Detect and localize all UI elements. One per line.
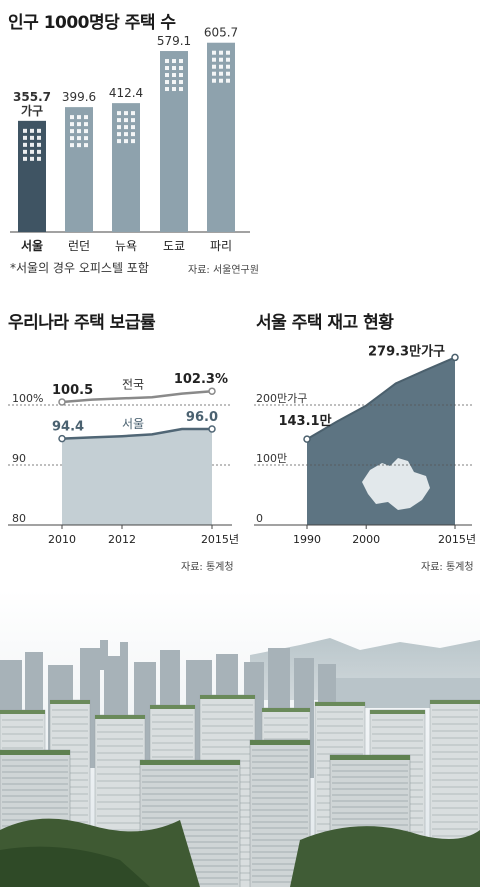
seoul-area	[62, 429, 212, 525]
national-start-point	[58, 398, 66, 406]
seoul-map-icon	[362, 458, 430, 510]
seoul-series-label: 서울	[122, 417, 144, 431]
bar-category-0: 서울	[21, 238, 43, 253]
seoul-line	[61, 427, 212, 440]
stock-start-point	[303, 435, 311, 443]
stock-ytick-0: 200만가구	[256, 392, 307, 405]
chart3-source: 자료: 통계청	[421, 562, 474, 573]
supply-rate-chart: 100% 90 80 100.5 102.3% 전국 94.4 96.0 서울 2010 2012 2…	[8, 372, 239, 546]
supply-xtick-1: 2012	[108, 533, 136, 546]
stock-xtick-0: 1990	[293, 533, 321, 546]
seoul-end-point	[208, 425, 216, 433]
chart1-source: 자료: 서울연구원	[188, 265, 259, 276]
national-start-label: 100.5	[52, 383, 93, 398]
bar-1	[65, 107, 93, 232]
bar-3	[160, 51, 188, 232]
chart3-title: 서울 주택 재고 현황	[256, 313, 394, 333]
national-series-label: 전국	[122, 377, 144, 391]
national-line	[61, 389, 213, 404]
stock-line	[306, 356, 456, 441]
stock-xtick-2: 2015년	[438, 533, 476, 546]
bar-4	[207, 42, 235, 232]
supply-xtick-2: 2015년	[201, 533, 239, 546]
apartment-city-photo	[0, 590, 480, 887]
bar-category-3: 도쿄	[163, 239, 185, 253]
national-end-point	[208, 387, 216, 395]
housing-stock-chart: 200만가구 100만 0 143.1만 279.3만가구 1990 2000 2015년	[254, 343, 476, 546]
bar-windows-0	[23, 128, 41, 161]
bar-2	[112, 103, 140, 232]
stock-xtick-1: 2000	[352, 533, 380, 546]
bar-value-3: 579.1	[157, 34, 191, 48]
bar-value-2: 412.4	[109, 86, 143, 100]
stock-ytick-2: 0	[256, 512, 263, 525]
bar-value-0: 355.7	[13, 90, 51, 104]
bar-windows-1	[70, 115, 88, 148]
bar-category-1: 런던	[68, 239, 90, 253]
national-end-label: 102.3%	[174, 372, 228, 387]
chart2-source: 자료: 통계청	[181, 562, 234, 573]
bar-category-2: 뉴욕	[115, 239, 137, 253]
chart1-title: 인구 1000명당 주택 수	[8, 13, 176, 33]
bar-category-4: 파리	[210, 239, 232, 253]
seoul-end-label: 96.0	[186, 410, 218, 425]
stock-end-label: 279.3만가구	[368, 343, 445, 359]
bar-value-1: 399.6	[62, 90, 96, 104]
bar-windows-4	[212, 50, 230, 83]
supply-xtick-0: 2010	[48, 533, 76, 546]
seoul-start-label: 94.4	[52, 420, 84, 435]
chart1-footnote: *서울의 경우 오피스텔 포함	[10, 261, 149, 275]
bar-unit-label: 가구	[21, 103, 43, 118]
stock-end-point	[451, 353, 459, 362]
stock-ytick-1: 100만	[256, 452, 287, 465]
supply-ytick-0: 100%	[12, 392, 43, 405]
stock-start-label: 143.1만	[278, 413, 331, 429]
supply-ytick-2: 80	[12, 512, 26, 525]
supply-ytick-1: 90	[12, 452, 26, 465]
chart2-title: 우리나라 주택 보급률	[8, 313, 156, 333]
bar-windows-3	[165, 59, 183, 92]
seoul-start-point	[58, 434, 66, 443]
bar-windows-2	[117, 111, 135, 144]
bar-value-4: 605.7	[204, 26, 238, 40]
